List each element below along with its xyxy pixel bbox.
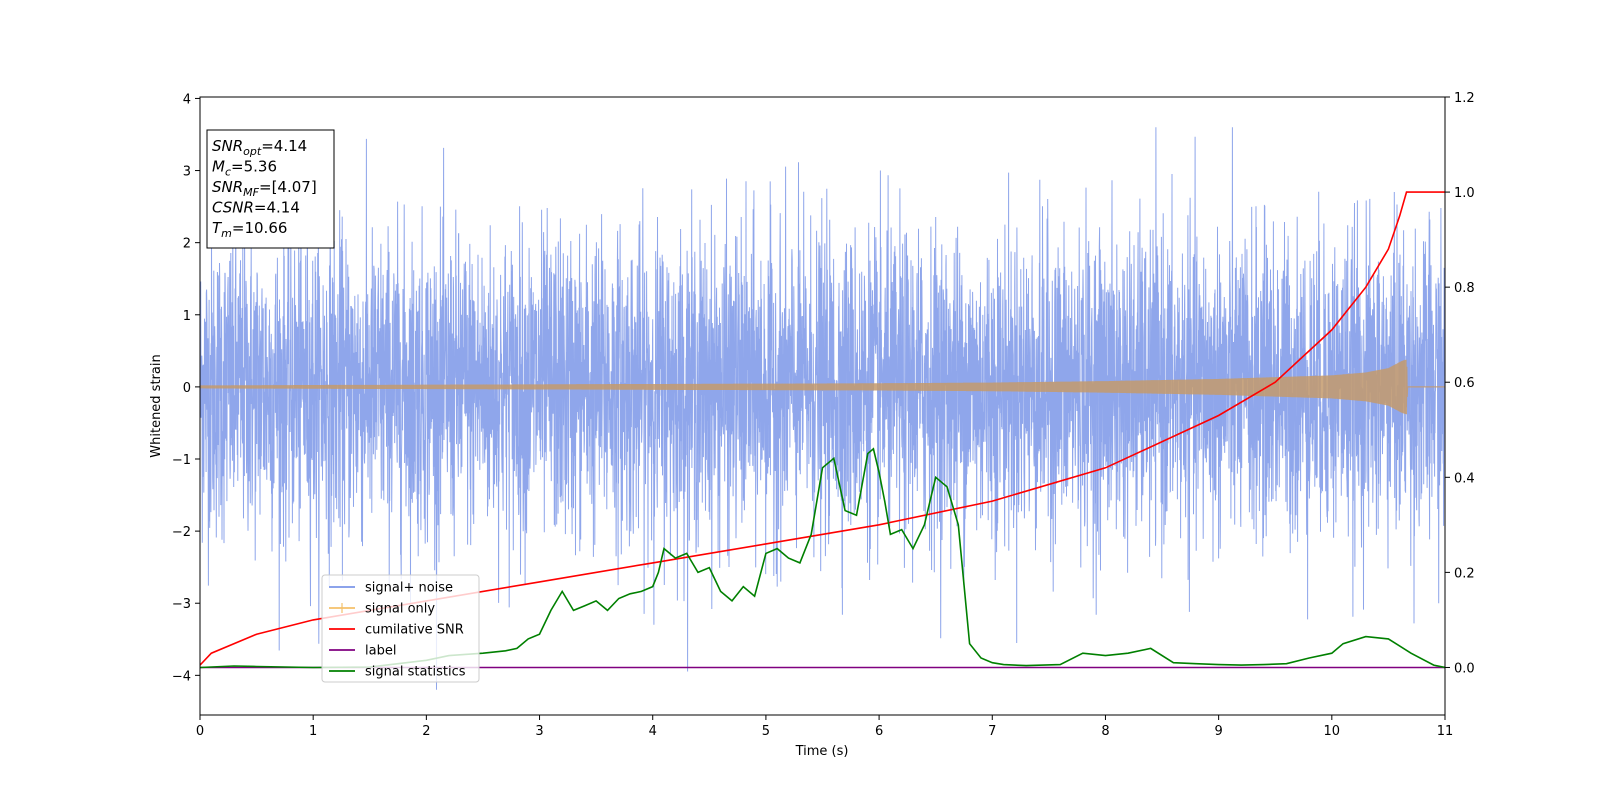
legend-frame xyxy=(321,574,480,683)
signal-noise-line xyxy=(200,127,1445,690)
x-tick-label: 7 xyxy=(988,724,996,739)
legend-item: signal+ noise xyxy=(329,581,453,596)
y2-tick-label: 0.2 xyxy=(1454,566,1475,581)
y2-axis: 0.0 0.2 0.4 0.6 0.8 1.0 1.2 xyxy=(1445,91,1475,676)
y-tick-label: −4 xyxy=(172,669,191,684)
legend-label: signal only xyxy=(365,602,435,617)
legend-label: signal statistics xyxy=(365,665,466,680)
x-tick-label: 5 xyxy=(762,724,770,739)
y2-tick-label: 1.2 xyxy=(1454,91,1475,106)
info-line: Tm=10.66 xyxy=(212,219,287,240)
x-tick-label: 8 xyxy=(1101,724,1109,739)
y2-tick-label: 0.6 xyxy=(1454,376,1475,391)
legend: signal+ noise signal only cumilative SNR la… xyxy=(321,574,480,683)
legend-item: signal statistics xyxy=(329,665,466,680)
y2-tick-label: 0.4 xyxy=(1454,471,1475,486)
x-axis-label: Time (s) xyxy=(795,744,849,759)
signal-noise-series xyxy=(200,127,1445,690)
info-line: CSNR=4.14 xyxy=(212,199,300,217)
x-tick-label: 6 xyxy=(875,724,883,739)
info-box-frame xyxy=(206,129,335,249)
y2-tick-label: 0.8 xyxy=(1454,281,1475,296)
x-tick-label: 9 xyxy=(1214,724,1222,739)
legend-item: cumilative SNR xyxy=(329,623,464,638)
legend-label: cumilative SNR xyxy=(365,623,464,638)
y-tick-label: −3 xyxy=(172,597,191,612)
y-tick-label: 2 xyxy=(183,237,191,252)
plot-frame xyxy=(199,96,1446,716)
info-line: Mc=5.36 xyxy=(212,158,277,179)
x-tick-label: 2 xyxy=(422,724,430,739)
y-tick-label: −2 xyxy=(172,525,191,540)
x-tick-label: 10 xyxy=(1324,724,1341,739)
legend-item: label xyxy=(329,644,396,659)
signal-only-line xyxy=(200,359,1445,415)
x-axis: 0 1 2 3 4 5 6 7 8 9 10 11 xyxy=(196,715,1453,739)
y-tick-label: 1 xyxy=(183,309,191,324)
signal-only-series xyxy=(200,359,1445,415)
x-tick-label: 3 xyxy=(535,724,543,739)
y-tick-label: 0 xyxy=(183,381,191,396)
y-axis-label: Whitened strain xyxy=(149,354,164,457)
y-tick-label: −1 xyxy=(172,453,191,468)
y-tick-label: 3 xyxy=(183,165,191,180)
y-tick-label: 4 xyxy=(183,92,191,107)
x-tick-label: 0 xyxy=(196,724,204,739)
y2-tick-label: 1.0 xyxy=(1454,186,1475,201)
y-axis: −4 −3 −2 −1 0 1 2 3 4 xyxy=(172,92,200,684)
x-tick-label: 4 xyxy=(649,724,657,739)
signal-statistics-line xyxy=(200,447,1445,669)
cumilative-snr-line xyxy=(200,191,1445,666)
legend-label: signal+ noise xyxy=(365,581,453,596)
x-tick-label: 11 xyxy=(1437,724,1454,739)
x-tick-label: 1 xyxy=(309,724,317,739)
y2-tick-label: 0.0 xyxy=(1454,661,1475,676)
info-line: SNRMF=[4.07] xyxy=(212,178,317,199)
legend-item: signal only xyxy=(329,602,435,617)
info-line: SNRopt=4.14 xyxy=(212,137,307,158)
legend-label: label xyxy=(365,644,396,659)
